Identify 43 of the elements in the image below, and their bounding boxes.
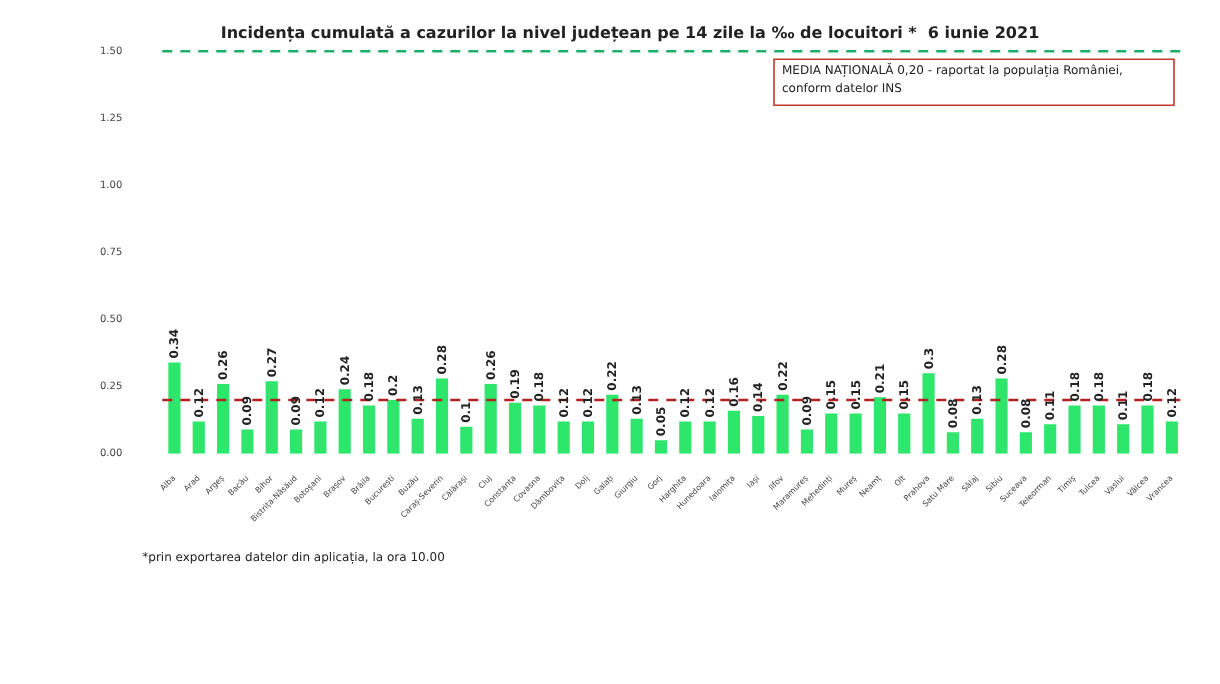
bar — [557, 421, 570, 454]
bar — [922, 373, 935, 454]
bar — [1141, 405, 1154, 454]
bar — [362, 405, 376, 454]
bar — [630, 418, 643, 454]
bar — [727, 410, 741, 454]
bar — [1092, 405, 1105, 454]
bar — [1068, 405, 1081, 454]
chart-title: Incidența cumulată a cazurilor la nivel județean pe 14 zile la ‰ de locuitori * 6 iunie 2021 — [220, 23, 1041, 42]
bar — [825, 413, 838, 454]
bar — [776, 394, 789, 454]
bar — [898, 413, 911, 454]
bar — [484, 383, 497, 454]
bar — [1117, 424, 1130, 454]
bar — [411, 418, 424, 454]
bar — [606, 394, 619, 454]
bar — [581, 421, 595, 454]
bar — [289, 429, 303, 454]
bar — [752, 416, 765, 454]
bar — [1044, 424, 1057, 454]
bar — [654, 440, 668, 454]
bar — [508, 402, 522, 454]
bar — [1019, 432, 1032, 454]
bar — [995, 378, 1008, 454]
bar — [217, 383, 230, 454]
bar — [435, 378, 449, 454]
bar — [971, 418, 984, 454]
bar — [460, 426, 473, 454]
bar — [533, 405, 546, 454]
bar — [946, 432, 959, 454]
bar — [1165, 421, 1178, 454]
bar — [338, 389, 351, 454]
bar — [314, 421, 327, 454]
bar — [679, 421, 692, 454]
bar — [192, 421, 205, 454]
bar — [800, 429, 814, 454]
bar — [168, 362, 181, 454]
bar — [873, 397, 886, 454]
bar — [849, 413, 862, 454]
bar — [265, 381, 278, 454]
bar — [387, 400, 400, 454]
bar — [241, 429, 254, 454]
bar — [703, 421, 716, 454]
